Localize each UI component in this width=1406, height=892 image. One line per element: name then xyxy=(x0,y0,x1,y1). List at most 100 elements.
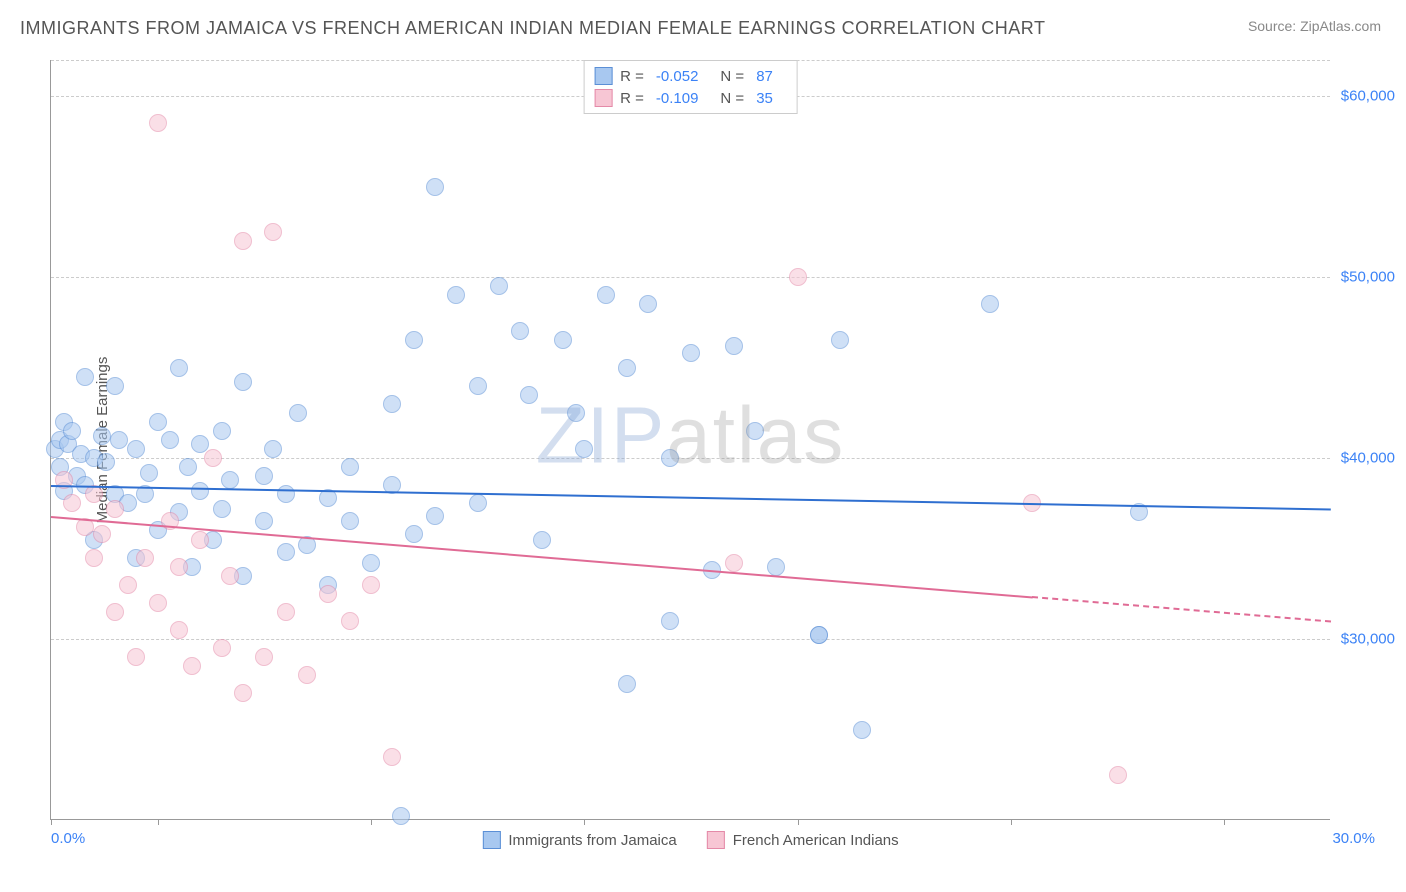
y-tick-label: $60,000 xyxy=(1341,88,1395,105)
data-point-jamaica xyxy=(831,331,849,349)
data-point-french_ai xyxy=(119,576,137,594)
data-point-jamaica xyxy=(618,359,636,377)
data-point-jamaica xyxy=(63,422,81,440)
data-point-jamaica xyxy=(140,464,158,482)
chart-title: IMMIGRANTS FROM JAMAICA VS FRENCH AMERIC… xyxy=(20,18,1045,39)
data-point-jamaica xyxy=(191,435,209,453)
data-point-jamaica xyxy=(213,500,231,518)
y-tick-label: $40,000 xyxy=(1341,450,1395,467)
r-label: R = xyxy=(620,68,644,85)
x-axis-max-label: 30.0% xyxy=(1332,830,1375,847)
x-tick xyxy=(798,819,799,825)
data-point-jamaica xyxy=(93,427,111,445)
legend-item-jamaica: Immigrants from Jamaica xyxy=(482,831,676,849)
data-point-jamaica xyxy=(277,485,295,503)
data-point-jamaica xyxy=(490,277,508,295)
data-point-jamaica xyxy=(264,440,282,458)
data-point-jamaica xyxy=(392,807,410,825)
data-point-jamaica xyxy=(76,368,94,386)
watermark: ZIPatlas xyxy=(536,389,845,481)
data-point-jamaica xyxy=(567,404,585,422)
data-point-french_ai xyxy=(264,223,282,241)
data-point-french_ai xyxy=(277,603,295,621)
data-point-jamaica xyxy=(405,525,423,543)
data-point-jamaica xyxy=(383,395,401,413)
y-tick-label: $30,000 xyxy=(1341,631,1395,648)
data-point-jamaica xyxy=(597,286,615,304)
trendline-french_ai-dash xyxy=(1032,596,1331,622)
legend-label-french: French American Indians xyxy=(733,832,899,849)
data-point-jamaica xyxy=(746,422,764,440)
data-point-jamaica xyxy=(289,404,307,422)
data-point-french_ai xyxy=(85,549,103,567)
data-point-jamaica xyxy=(362,554,380,572)
data-point-french_ai xyxy=(106,500,124,518)
data-point-jamaica xyxy=(618,675,636,693)
data-point-french_ai xyxy=(149,594,167,612)
trendline-french_ai xyxy=(51,516,1032,598)
gridline xyxy=(51,277,1330,278)
x-tick xyxy=(51,819,52,825)
data-point-french_ai xyxy=(213,639,231,657)
data-point-french_ai xyxy=(127,648,145,666)
data-point-jamaica xyxy=(106,377,124,395)
x-tick xyxy=(1011,819,1012,825)
data-point-jamaica xyxy=(981,295,999,313)
data-point-jamaica xyxy=(533,531,551,549)
data-point-french_ai xyxy=(298,666,316,684)
n-value-jamaica: 87 xyxy=(756,68,773,85)
data-point-french_ai xyxy=(725,554,743,572)
data-point-jamaica xyxy=(161,431,179,449)
data-point-jamaica xyxy=(682,344,700,362)
data-point-jamaica xyxy=(661,612,679,630)
data-point-jamaica xyxy=(341,512,359,530)
data-point-jamaica xyxy=(639,295,657,313)
data-point-french_ai xyxy=(362,576,380,594)
plot-area: Median Female Earnings ZIPatlas R = -0.0… xyxy=(50,60,1330,820)
data-point-french_ai xyxy=(170,621,188,639)
legend-swatch-jamaica xyxy=(594,67,612,85)
legend-row-french: R = -0.109 N = 35 xyxy=(594,87,787,109)
data-point-jamaica xyxy=(277,543,295,561)
data-point-jamaica xyxy=(179,458,197,476)
data-point-french_ai xyxy=(63,494,81,512)
x-tick xyxy=(371,819,372,825)
data-point-jamaica xyxy=(170,359,188,377)
data-point-french_ai xyxy=(170,558,188,576)
r-label: R = xyxy=(620,90,644,107)
legend-swatch-jamaica-bottom xyxy=(482,831,500,849)
n-label: N = xyxy=(720,68,744,85)
gridline xyxy=(51,639,1330,640)
data-point-jamaica xyxy=(191,482,209,500)
data-point-french_ai xyxy=(85,485,103,503)
data-point-jamaica xyxy=(255,512,273,530)
data-point-jamaica xyxy=(110,431,128,449)
n-label: N = xyxy=(720,90,744,107)
data-point-french_ai xyxy=(255,648,273,666)
data-point-jamaica xyxy=(661,449,679,467)
data-point-jamaica xyxy=(447,286,465,304)
legend-row-jamaica: R = -0.052 N = 87 xyxy=(594,65,787,87)
data-point-jamaica xyxy=(810,626,828,644)
n-value-french: 35 xyxy=(756,90,773,107)
correlation-legend: R = -0.052 N = 87 R = -0.109 N = 35 xyxy=(583,60,798,114)
data-point-french_ai xyxy=(383,748,401,766)
r-value-jamaica: -0.052 xyxy=(656,68,699,85)
data-point-jamaica xyxy=(575,440,593,458)
data-point-jamaica xyxy=(469,377,487,395)
legend-item-french: French American Indians xyxy=(707,831,899,849)
data-point-jamaica xyxy=(511,322,529,340)
data-point-jamaica xyxy=(149,413,167,431)
data-point-jamaica xyxy=(213,422,231,440)
data-point-french_ai xyxy=(1109,766,1127,784)
data-point-french_ai xyxy=(93,525,111,543)
data-point-jamaica xyxy=(554,331,572,349)
data-point-french_ai xyxy=(204,449,222,467)
data-point-jamaica xyxy=(405,331,423,349)
x-tick xyxy=(584,819,585,825)
data-point-french_ai xyxy=(341,612,359,630)
data-point-french_ai xyxy=(234,232,252,250)
data-point-jamaica xyxy=(426,507,444,525)
data-point-french_ai xyxy=(221,567,239,585)
x-tick xyxy=(1224,819,1225,825)
